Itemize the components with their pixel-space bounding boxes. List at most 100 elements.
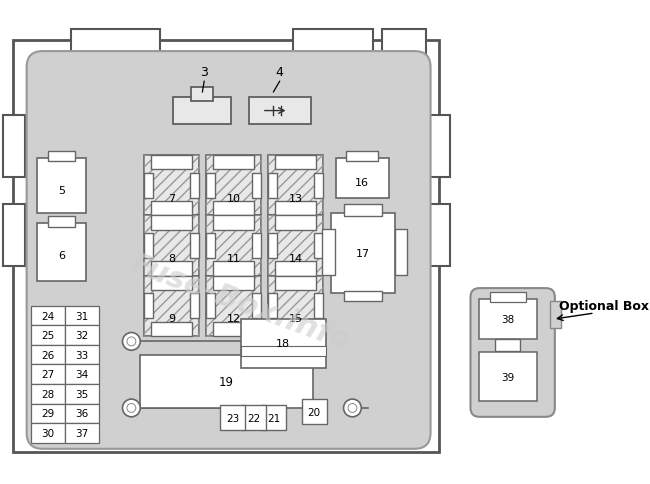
Bar	[346, 151, 378, 162]
Text: Fuse-Box.info: Fuse-Box.info	[125, 248, 354, 355]
Bar	[31, 345, 65, 365]
Bar	[268, 276, 323, 336]
Bar	[206, 276, 261, 336]
Bar	[268, 234, 277, 258]
Bar	[144, 294, 153, 318]
Bar	[190, 173, 199, 198]
Bar	[344, 291, 382, 302]
Bar	[190, 294, 199, 318]
Text: 37: 37	[75, 428, 88, 438]
Bar	[268, 173, 277, 198]
Text: 13: 13	[289, 193, 303, 203]
Bar	[144, 156, 199, 216]
Text: 32: 32	[75, 331, 88, 340]
Bar	[335, 158, 389, 198]
Bar	[37, 158, 86, 213]
Bar	[268, 156, 323, 216]
Bar	[140, 355, 313, 408]
Bar	[248, 98, 311, 124]
Text: 34: 34	[75, 369, 88, 379]
Bar	[252, 294, 261, 318]
Bar	[490, 292, 526, 302]
Text: 29: 29	[42, 408, 55, 418]
Bar	[48, 217, 75, 227]
Text: 28: 28	[42, 389, 55, 399]
Bar	[190, 234, 199, 258]
Text: 14: 14	[289, 254, 303, 263]
Bar	[495, 339, 520, 351]
Bar	[206, 216, 261, 276]
Text: 4: 4	[276, 66, 283, 79]
Bar	[382, 30, 426, 57]
Bar	[31, 365, 65, 384]
Text: Optional Box: Optional Box	[559, 300, 649, 313]
Text: 11: 11	[226, 254, 240, 263]
Bar	[213, 202, 254, 216]
Bar	[479, 352, 537, 401]
Bar	[275, 276, 316, 290]
Text: 39: 39	[501, 372, 514, 382]
Bar	[275, 156, 316, 170]
Bar	[322, 229, 335, 275]
Bar	[151, 156, 192, 170]
Text: 25: 25	[42, 331, 55, 340]
Bar	[344, 204, 382, 217]
Bar	[206, 276, 261, 336]
Bar	[331, 213, 395, 293]
Bar	[241, 406, 266, 430]
Text: 5: 5	[58, 186, 65, 196]
Bar	[144, 276, 199, 336]
Bar	[213, 156, 254, 170]
Bar	[144, 173, 153, 198]
Bar	[65, 384, 99, 404]
Bar	[71, 30, 160, 57]
Text: 33: 33	[75, 350, 88, 360]
Text: 27: 27	[42, 369, 55, 379]
Bar	[206, 294, 215, 318]
Bar	[268, 216, 323, 276]
Text: 19: 19	[219, 375, 234, 388]
Bar	[173, 98, 231, 124]
Bar	[293, 30, 373, 57]
Bar	[275, 216, 316, 230]
Bar	[302, 399, 327, 424]
Text: 38: 38	[501, 315, 514, 324]
Bar	[144, 156, 199, 216]
Bar	[65, 404, 99, 423]
Bar	[314, 173, 323, 198]
Text: 30: 30	[42, 428, 55, 438]
Text: 6: 6	[58, 251, 65, 261]
Bar	[151, 262, 192, 276]
Bar	[241, 319, 326, 368]
Bar	[191, 88, 213, 102]
Bar	[65, 423, 99, 443]
Text: 20: 20	[307, 407, 321, 417]
Bar	[65, 365, 99, 384]
Bar	[206, 234, 215, 258]
Bar	[37, 224, 86, 281]
Bar	[252, 173, 261, 198]
Text: 36: 36	[75, 408, 88, 418]
FancyBboxPatch shape	[471, 288, 555, 417]
Bar	[275, 262, 316, 276]
Bar	[65, 306, 99, 326]
Bar	[314, 234, 323, 258]
Text: 10: 10	[226, 193, 240, 203]
Circle shape	[122, 399, 140, 417]
Bar	[206, 156, 261, 216]
Bar	[252, 234, 261, 258]
Circle shape	[122, 333, 140, 350]
Text: 7: 7	[168, 193, 175, 203]
Text: 17: 17	[356, 248, 370, 258]
Text: 24: 24	[42, 311, 55, 321]
Text: 16: 16	[355, 177, 369, 187]
Text: 23: 23	[226, 413, 239, 423]
Bar	[65, 345, 99, 365]
Text: 31: 31	[75, 311, 88, 321]
Bar	[144, 216, 199, 276]
Bar	[395, 229, 408, 275]
Bar	[261, 406, 286, 430]
Bar	[220, 406, 245, 430]
Text: 35: 35	[75, 389, 88, 399]
Bar	[31, 423, 65, 443]
